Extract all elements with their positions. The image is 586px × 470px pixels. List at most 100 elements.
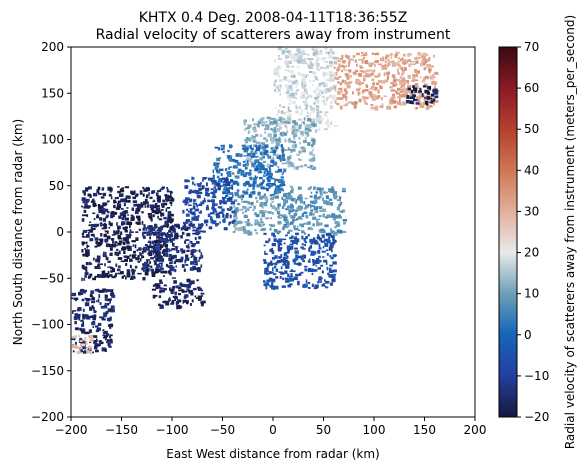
velocity-gate	[280, 266, 283, 270]
velocity-gate	[364, 89, 369, 92]
velocity-gate	[185, 213, 190, 217]
velocity-gate	[326, 201, 331, 206]
velocity-gate	[375, 95, 379, 100]
velocity-gate	[337, 59, 341, 62]
velocity-gate	[349, 58, 354, 61]
velocity-gate	[112, 268, 115, 273]
velocity-gate	[163, 253, 166, 257]
velocity-gate	[264, 267, 269, 272]
velocity-gate	[156, 195, 161, 199]
velocity-gate	[82, 321, 85, 325]
velocity-gate	[277, 244, 280, 248]
velocity-gate	[331, 97, 333, 99]
velocity-gate	[301, 230, 305, 234]
velocity-gate	[91, 297, 95, 301]
velocity-gate	[212, 191, 217, 194]
velocity-gate	[205, 182, 208, 187]
velocity-gate	[292, 209, 294, 212]
velocity-gate	[84, 315, 88, 318]
velocity-gate	[293, 212, 298, 216]
velocity-gate	[345, 81, 348, 85]
velocity-gate	[316, 113, 320, 116]
velocity-gate	[313, 195, 318, 200]
velocity-gate	[364, 102, 368, 105]
velocity-gate	[174, 268, 177, 273]
velocity-gate	[113, 244, 118, 247]
velocity-gate	[287, 148, 292, 151]
velocity-gate	[267, 173, 271, 176]
velocity-gate	[170, 204, 173, 206]
velocity-gate	[331, 74, 335, 77]
velocity-gate	[332, 191, 337, 195]
velocity-gate	[89, 306, 92, 311]
velocity-gate	[318, 215, 322, 218]
velocity-gate	[218, 178, 223, 182]
velocity-gate	[124, 217, 129, 221]
velocity-gate	[88, 232, 90, 236]
velocity-gate	[154, 226, 158, 229]
velocity-gate	[157, 250, 161, 253]
velocity-gate	[89, 261, 91, 266]
velocity-gate	[154, 223, 158, 226]
velocity-gate	[185, 254, 189, 258]
velocity-gate	[144, 205, 147, 208]
velocity-gate	[410, 53, 412, 56]
velocity-gate	[371, 78, 375, 81]
velocity-gate	[278, 256, 281, 259]
velocity-gate	[297, 194, 303, 197]
velocity-gate	[258, 121, 261, 124]
velocity-gate	[392, 79, 397, 83]
velocity-gate	[331, 242, 336, 245]
velocity-gate	[414, 89, 418, 93]
velocity-gate	[200, 264, 203, 268]
velocity-gate	[311, 228, 314, 231]
velocity-gate	[163, 216, 167, 220]
velocity-gate	[304, 127, 310, 130]
velocity-gate	[419, 92, 423, 96]
velocity-gate	[150, 206, 154, 211]
plot-area	[71, 47, 475, 417]
velocity-gate	[210, 191, 215, 195]
velocity-gate	[302, 93, 305, 98]
velocity-gate	[223, 188, 227, 191]
velocity-gate	[314, 97, 318, 100]
velocity-gate	[295, 273, 300, 277]
velocity-gate	[148, 265, 150, 268]
velocity-gate	[385, 67, 388, 70]
velocity-gate	[401, 93, 406, 98]
velocity-gate	[121, 217, 125, 221]
velocity-gate	[289, 99, 292, 102]
velocity-gate	[155, 232, 160, 235]
velocity-gate	[387, 58, 390, 62]
velocity-gate	[296, 166, 299, 170]
velocity-gate	[317, 116, 321, 121]
velocity-gate	[101, 227, 106, 230]
velocity-gate	[292, 58, 297, 62]
velocity-gate	[258, 165, 262, 168]
velocity-gate	[205, 187, 210, 192]
velocity-gate	[275, 142, 280, 147]
velocity-gate	[162, 275, 165, 277]
velocity-gate	[223, 227, 228, 231]
velocity-gate	[419, 105, 423, 108]
velocity-gate	[215, 223, 218, 227]
velocity-gate	[272, 150, 276, 154]
velocity-gate	[124, 258, 128, 262]
velocity-gate	[171, 268, 175, 272]
velocity-gate	[270, 203, 272, 207]
velocity-gate	[178, 235, 180, 237]
velocity-gate	[327, 124, 330, 128]
velocity-gate	[422, 85, 427, 88]
velocity-gate	[265, 173, 268, 177]
velocity-gate	[315, 119, 319, 123]
velocity-gate	[92, 227, 96, 230]
velocity-gate	[160, 263, 163, 267]
velocity-gate	[280, 110, 284, 114]
velocity-gate	[273, 68, 276, 72]
velocity-gate	[315, 87, 320, 90]
velocity-gate	[275, 230, 278, 234]
velocity-gate	[126, 245, 131, 250]
velocity-gate	[283, 226, 286, 229]
velocity-gate	[271, 194, 275, 196]
velocity-gate	[257, 145, 261, 148]
